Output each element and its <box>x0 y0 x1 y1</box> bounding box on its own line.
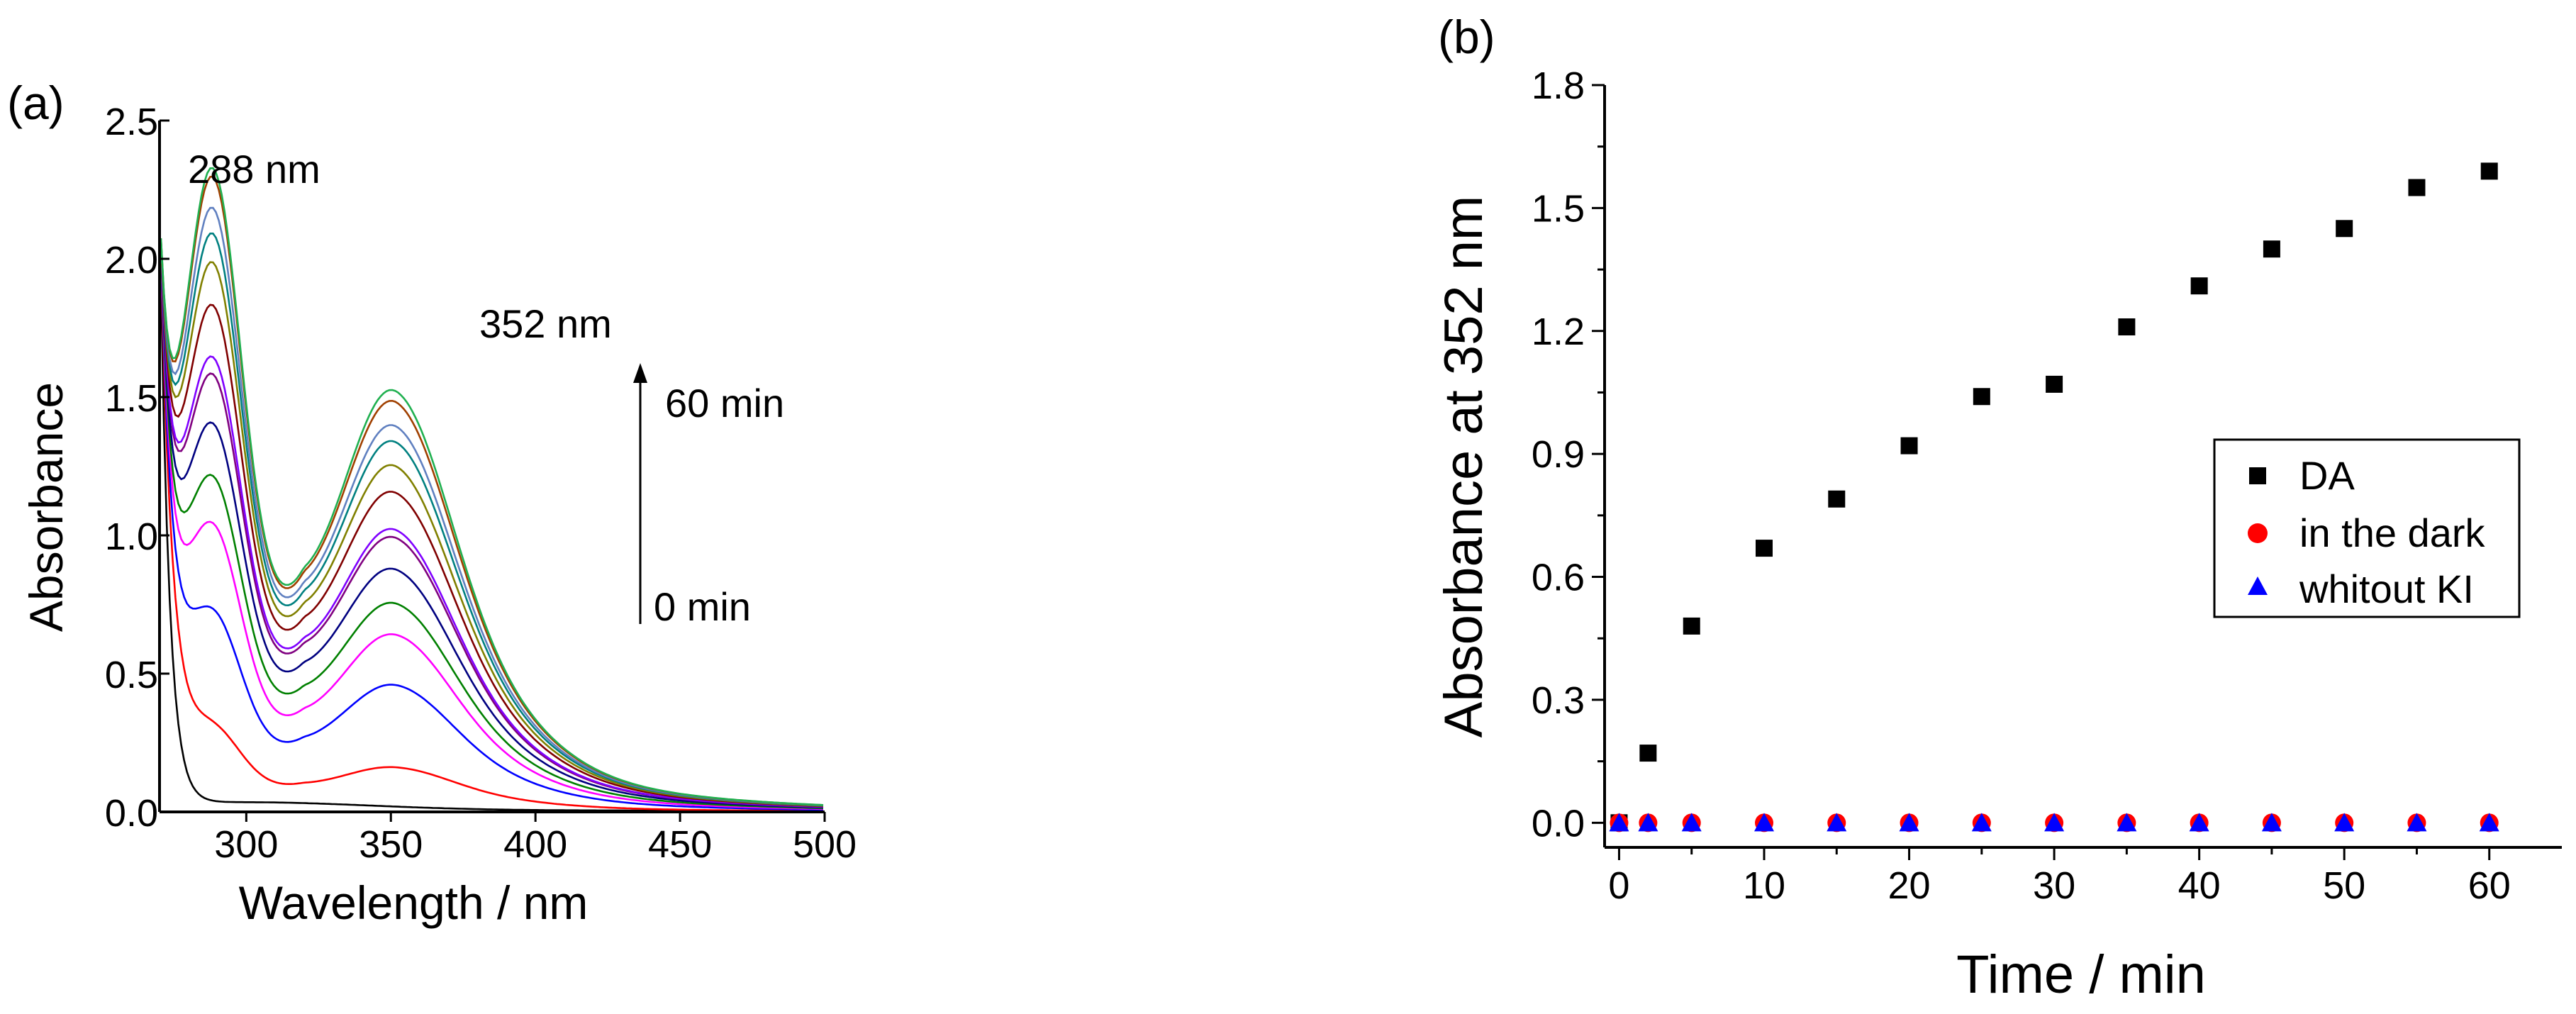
legend-da-square-icon <box>2249 467 2266 484</box>
data-point-square <box>2046 375 2063 393</box>
spectrum-curve-10-min <box>160 255 824 810</box>
panel-a-x-tick-label: 300 <box>214 823 278 866</box>
data-point-triangle <box>1754 813 1774 832</box>
legend-without-ki-label: whitout KI <box>2299 567 2474 611</box>
data-point-triangle <box>2044 813 2065 832</box>
spectrum-curve-20-min <box>160 249 824 809</box>
data-point-triangle <box>2117 813 2137 832</box>
spectrum-curve-30-min <box>160 246 824 808</box>
data-point-triangle <box>2407 813 2427 832</box>
panel-b-y-tick-label: 1.5 <box>1532 187 1585 230</box>
data-point-triangle <box>2334 813 2355 832</box>
spectrum-curve-2-min <box>160 263 824 813</box>
data-point-square <box>1828 490 1846 508</box>
panel-a-x-tick-label: 350 <box>359 823 423 866</box>
panel-a-spectra: (a) 300 350 400 450 500 0.0 0.5 1.0 1.5 2.0 2.5 W… <box>7 77 857 929</box>
panel-b-y-tick-label: 0.0 <box>1532 802 1585 845</box>
panel-a-y-tick-label: 0.0 <box>105 792 158 835</box>
legend-dark-label: in the dark <box>2299 511 2485 555</box>
panel-b-y-tick-label: 0.6 <box>1532 557 1585 599</box>
spectrum-curve-55-min <box>160 175 824 806</box>
panel-b-data-points <box>1609 162 2499 832</box>
panel-a-y-tick-label: 1.5 <box>105 377 158 420</box>
peak-352-annotation: 352 nm <box>479 301 612 346</box>
data-point-square <box>2480 162 2498 180</box>
data-point-square <box>1683 617 1700 635</box>
data-point-square <box>2408 179 2426 196</box>
data-point-triangle <box>2479 813 2499 832</box>
panel-b-label: (b) <box>1438 11 1495 63</box>
panel-a-y-axis-label: Absorbance <box>20 382 72 632</box>
data-point-triangle <box>2189 813 2209 832</box>
panel-b-y-tick-label: 1.2 <box>1532 311 1585 353</box>
panel-b-y-tick-label: 0.3 <box>1532 679 1585 722</box>
panel-b-x-tick-label: 0 <box>1608 864 1629 907</box>
time-label-60-min: 60 min <box>665 381 784 425</box>
data-point-triangle <box>2261 813 2282 832</box>
legend: DA in the dark whitout KI <box>2213 438 2521 618</box>
data-point-triangle <box>1827 813 1847 832</box>
time-label-0-min: 0 min <box>654 584 751 629</box>
peak-288-annotation: 288 nm <box>188 147 320 191</box>
panel-b-x-tick-label: 30 <box>2033 864 2075 907</box>
panel-a-y-tick-label: 2.0 <box>105 239 158 282</box>
panel-b-x-axis-label: Time / min <box>1956 945 2206 1005</box>
data-point-triangle <box>1899 813 1919 832</box>
panel-a-x-tick-label: 500 <box>793 823 857 866</box>
panel-b-y-axis-label: Absorbance at 352 nm <box>1434 196 1494 738</box>
data-point-square <box>1973 388 1990 406</box>
data-point-square <box>2118 318 2136 335</box>
panel-b-kinetics: (b) 0 10 20 30 40 50 60 0.00.30.60.91.21.51.8 … <box>1434 11 2562 1005</box>
spectrum-curve-0-min <box>160 283 823 812</box>
panel-b-x-ticks: 0 10 20 30 40 50 60 <box>1608 847 2511 907</box>
data-point-square <box>1639 745 1657 762</box>
panel-b-x-tick-label: 60 <box>2468 864 2511 907</box>
data-point-triangle <box>1681 813 1702 832</box>
panel-a-y-tick-label: 0.5 <box>105 654 158 696</box>
legend-da-label: DA <box>2299 453 2355 498</box>
panel-b-y-tick-label: 0.9 <box>1532 433 1585 476</box>
panel-a-plot-area <box>160 121 825 812</box>
panel-a-x-axis-label: Wavelength / nm <box>239 876 589 929</box>
panel-a-y-tick-label: 1.0 <box>105 516 158 558</box>
data-point-square <box>2336 220 2353 238</box>
panel-a-label: (a) <box>7 77 65 129</box>
panel-a-curves <box>160 167 824 813</box>
panel-b-y-ticks: 0.0 0.3 0.6 0.9 1.2 1.5 1.8 <box>1532 65 1605 845</box>
legend-without-ki-triangle-icon <box>2248 576 2268 595</box>
time-arrow-head-icon <box>633 363 647 383</box>
panel-a-x-ticks: 300 350 400 450 500 <box>214 812 857 866</box>
panel-b-x-tick-label: 40 <box>2178 864 2221 907</box>
data-point-square <box>2263 240 2280 258</box>
panel-b-x-tick-label: 10 <box>1743 864 1785 907</box>
data-point-triangle <box>1609 813 1629 832</box>
panel-a-x-tick-label: 450 <box>648 823 712 866</box>
panel-a-y-tick-label: 2.5 <box>105 101 158 143</box>
panel-b-y-tick-label: 1.8 <box>1532 65 1585 107</box>
data-point-triangle <box>1638 813 1658 832</box>
data-point-square <box>2190 277 2208 295</box>
spectrum-curve-15-min <box>160 252 824 810</box>
panel-a-x-tick-label: 400 <box>503 823 567 866</box>
panel-b-x-tick-label: 50 <box>2323 864 2365 907</box>
spectrum-curve-60-min <box>160 167 824 806</box>
data-point-triangle <box>1971 813 1992 832</box>
data-point-square <box>1900 437 1918 455</box>
spectrum-curve-5-min <box>160 258 824 811</box>
data-point-square <box>1756 540 1773 557</box>
legend-dark-circle-icon <box>2248 523 2268 543</box>
spectrum-curve-50-min <box>160 206 824 806</box>
panel-b-x-tick-label: 20 <box>1888 864 1931 907</box>
panel-a-y-ticks: 0.0 0.5 1.0 1.5 2.0 2.5 <box>105 101 169 835</box>
